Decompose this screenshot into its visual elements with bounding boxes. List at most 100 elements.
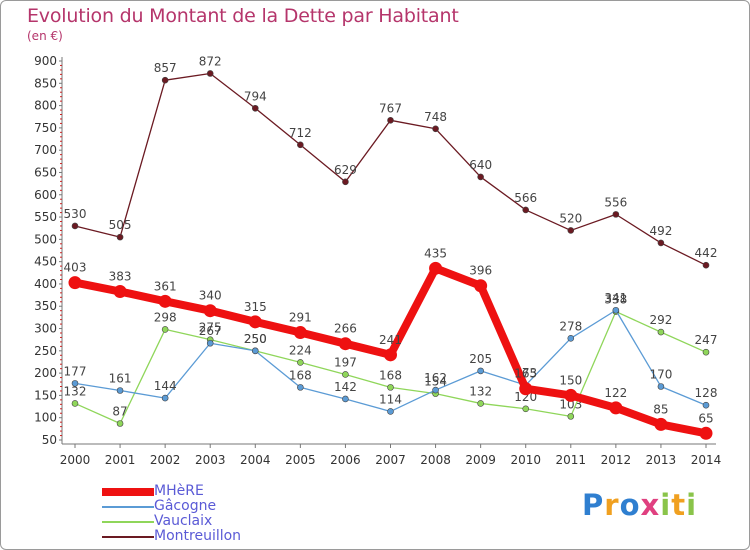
data-point-mh-re	[158, 294, 172, 308]
x-tick-label: 2011	[556, 453, 587, 467]
data-point-mh-re	[654, 417, 668, 431]
data-label-mh-re: 383	[109, 270, 132, 284]
data-label-vauclaix: 132	[64, 384, 87, 398]
data-label-mh-re: 85	[653, 402, 668, 416]
data-label-mh-re: 65	[698, 411, 713, 425]
y-tick-label: 100	[34, 411, 57, 425]
y-tick-label: 350	[34, 299, 57, 313]
y-tick-label: 900	[34, 54, 57, 68]
data-point-vauclaix	[161, 326, 169, 333]
data-label-mh-re: 150	[559, 373, 582, 387]
x-tick-label: 2006	[330, 453, 361, 467]
data-label-vauclaix: 168	[379, 368, 402, 382]
data-label-g-cogne: 205	[469, 352, 492, 366]
y-tick-label: 600	[34, 188, 57, 202]
data-point-montreuillon	[702, 261, 710, 269]
data-point-montreuillon	[206, 70, 214, 77]
data-point-mh-re	[203, 304, 217, 318]
data-point-montreuillon	[387, 117, 394, 124]
data-label-g-cogne: 114	[379, 392, 402, 406]
x-tick-label: 2008	[420, 453, 451, 467]
data-point-vauclaix	[522, 405, 530, 413]
data-point-montreuillon	[432, 125, 439, 133]
legend-label-vauclaix: Vauclaix	[154, 513, 213, 529]
data-point-g-cogne	[342, 395, 349, 403]
data-point-mh-re	[609, 401, 623, 415]
data-label-g-cogne: 128	[695, 386, 718, 400]
data-point-montreuillon	[477, 173, 484, 181]
data-label-vauclaix: 87	[112, 405, 127, 419]
data-label-montreuillon: 530	[64, 207, 87, 221]
data-label-montreuillon: 505	[109, 218, 132, 232]
legend-item-gacogne: Gâcogne	[102, 498, 282, 514]
data-label-g-cogne: 278	[559, 319, 582, 333]
data-label-montreuillon: 794	[244, 89, 267, 103]
data-label-montreuillon: 492	[649, 224, 672, 238]
data-label-g-cogne: 250	[244, 332, 267, 346]
x-tick-label: 2012	[601, 453, 632, 467]
data-label-g-cogne: 170	[649, 367, 672, 381]
y-tick-label: 400	[34, 277, 57, 291]
data-point-g-cogne	[71, 380, 79, 387]
data-label-g-cogne: 177	[64, 364, 87, 378]
data-point-g-cogne	[432, 386, 439, 394]
data-point-montreuillon	[251, 104, 259, 112]
legend-swatch-gacogne	[102, 506, 154, 508]
data-point-montreuillon	[71, 222, 79, 230]
data-label-g-cogne: 267	[199, 324, 222, 338]
data-point-montreuillon	[161, 76, 169, 84]
legend-swatch-mhere	[102, 488, 154, 496]
data-label-mh-re: 165	[514, 367, 537, 381]
x-tick-label: 2002	[150, 453, 181, 467]
y-tick-label: 750	[34, 121, 57, 135]
x-tick-label: 2004	[240, 453, 271, 467]
data-point-g-cogne	[657, 383, 665, 390]
data-point-vauclaix	[477, 400, 484, 407]
y-tick-label: 150	[34, 388, 57, 402]
data-point-g-cogne	[116, 387, 124, 394]
data-point-g-cogne	[161, 394, 169, 402]
x-tick-label: 2007	[375, 453, 406, 467]
data-point-mh-re	[113, 285, 127, 299]
data-point-mh-re	[474, 279, 488, 293]
legend-swatch-montreuillon	[102, 536, 154, 538]
data-label-mh-re: 315	[244, 300, 267, 314]
legend: MHèRE Gâcogne Vauclaix Montreuillon	[102, 483, 282, 544]
legend-label-mhere: MHèRE	[154, 483, 204, 499]
data-point-mh-re	[293, 326, 307, 340]
x-tick-label: 2000	[60, 453, 91, 467]
data-point-montreuillon	[567, 227, 575, 234]
data-point-mh-re	[68, 276, 82, 290]
data-point-g-cogne	[387, 408, 394, 415]
data-point-mh-re	[338, 337, 352, 351]
data-point-mh-re	[699, 426, 713, 440]
x-tick-label: 2005	[285, 453, 316, 467]
y-tick-label: 650	[34, 165, 57, 179]
data-point-mh-re	[248, 315, 262, 329]
legend-item-mhere: MHèRE	[102, 483, 282, 499]
data-point-vauclaix	[657, 328, 665, 336]
data-point-mh-re	[519, 382, 533, 396]
y-tick-label: 550	[34, 210, 57, 224]
data-label-mh-re: 122	[604, 386, 627, 400]
data-label-g-cogne: 341	[604, 291, 627, 305]
y-tick-label: 700	[34, 143, 57, 157]
x-tick-label: 2009	[465, 453, 496, 467]
data-point-montreuillon	[657, 239, 665, 247]
data-label-vauclaix: 292	[649, 313, 672, 327]
data-point-montreuillon	[116, 233, 124, 241]
data-point-g-cogne	[251, 347, 259, 355]
data-label-montreuillon: 640	[469, 158, 492, 172]
data-point-g-cogne	[206, 339, 214, 347]
data-label-g-cogne: 168	[289, 368, 312, 382]
x-tick-label: 2010	[510, 453, 541, 467]
data-label-montreuillon: 857	[154, 61, 177, 75]
legend-label-gacogne: Gâcogne	[154, 498, 217, 514]
data-label-mh-re: 266	[334, 322, 357, 336]
data-label-mh-re: 435	[424, 246, 447, 260]
data-point-vauclaix	[387, 384, 394, 391]
data-point-montreuillon	[612, 211, 620, 218]
data-label-montreuillon: 556	[604, 195, 627, 209]
